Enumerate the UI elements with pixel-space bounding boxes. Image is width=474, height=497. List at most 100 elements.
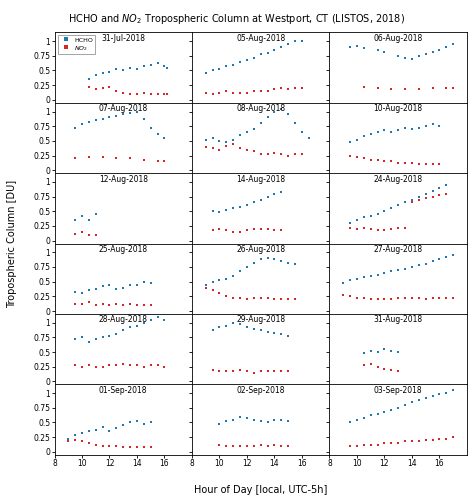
Text: 08-Aug-2018: 08-Aug-2018: [236, 104, 285, 113]
Point: [229, 61, 237, 69]
Point: [222, 138, 230, 146]
Point: [161, 62, 168, 70]
Point: [133, 281, 141, 289]
Point: [271, 85, 278, 93]
Point: [381, 345, 388, 353]
Point: [78, 429, 86, 437]
Point: [284, 295, 292, 303]
Point: [360, 83, 367, 91]
Point: [147, 418, 155, 426]
Point: [85, 337, 93, 345]
Point: [222, 417, 230, 425]
Point: [436, 255, 443, 263]
Point: [394, 52, 402, 60]
Point: [353, 136, 361, 144]
Point: [222, 62, 230, 70]
Point: [257, 367, 264, 375]
Point: [78, 300, 86, 308]
Point: [277, 188, 285, 196]
Point: [291, 37, 299, 45]
Point: [346, 43, 354, 51]
Point: [250, 198, 257, 206]
Point: [216, 324, 223, 331]
Point: [147, 124, 155, 132]
Point: [291, 84, 299, 92]
Point: [222, 87, 230, 95]
Point: [353, 275, 361, 283]
Point: [99, 423, 106, 431]
Point: [284, 331, 292, 339]
Point: [92, 85, 100, 93]
Point: [161, 363, 168, 371]
Point: [99, 282, 106, 290]
Point: [284, 152, 292, 160]
Point: [428, 120, 436, 128]
Text: 03-Sep-2018: 03-Sep-2018: [374, 386, 422, 395]
Point: [422, 50, 429, 58]
Point: [71, 335, 79, 343]
Point: [257, 150, 264, 158]
Text: 14-Aug-2018: 14-Aug-2018: [236, 174, 285, 183]
Point: [243, 442, 251, 450]
Point: [271, 226, 278, 234]
Point: [374, 84, 381, 92]
Point: [209, 226, 216, 234]
Point: [216, 276, 223, 284]
Point: [271, 415, 278, 423]
Point: [394, 294, 402, 302]
Point: [119, 67, 127, 75]
Point: [367, 295, 374, 303]
Point: [428, 48, 436, 56]
Point: [360, 294, 367, 302]
Point: [133, 361, 141, 369]
Point: [360, 224, 367, 232]
Point: [119, 301, 127, 309]
Point: [394, 404, 402, 412]
Point: [401, 198, 409, 206]
Point: [449, 294, 457, 302]
Point: [229, 319, 237, 327]
Point: [236, 203, 244, 211]
Point: [209, 278, 216, 286]
Point: [92, 210, 100, 218]
Point: [367, 347, 374, 355]
Point: [408, 198, 416, 206]
Point: [401, 124, 409, 132]
Point: [119, 89, 127, 97]
Point: [284, 417, 292, 425]
Point: [360, 414, 367, 422]
Point: [408, 159, 416, 167]
Point: [140, 62, 147, 70]
Point: [374, 348, 381, 356]
Point: [78, 120, 86, 128]
Point: [401, 224, 409, 232]
Point: [229, 272, 237, 280]
Point: [264, 254, 271, 262]
Point: [140, 419, 147, 427]
Point: [374, 128, 381, 136]
Text: 02-Sep-2018: 02-Sep-2018: [237, 386, 285, 395]
Point: [140, 89, 147, 97]
Point: [264, 49, 271, 57]
Point: [229, 442, 237, 450]
Point: [85, 427, 93, 435]
Point: [236, 228, 244, 236]
Point: [154, 361, 161, 369]
Point: [415, 193, 422, 201]
Point: [147, 443, 155, 451]
Text: 25-Aug-2018: 25-Aug-2018: [99, 245, 148, 254]
Text: Tropospheric Column [DU]: Tropospheric Column [DU]: [7, 179, 17, 308]
Point: [216, 146, 223, 154]
Point: [442, 190, 450, 198]
Point: [209, 144, 216, 152]
Point: [119, 110, 127, 118]
Point: [257, 225, 264, 233]
Point: [250, 442, 257, 450]
Point: [133, 301, 141, 309]
Point: [257, 119, 264, 127]
Point: [428, 84, 436, 92]
Point: [243, 367, 251, 375]
Point: [85, 439, 93, 447]
Point: [428, 436, 436, 444]
Point: [257, 50, 264, 58]
